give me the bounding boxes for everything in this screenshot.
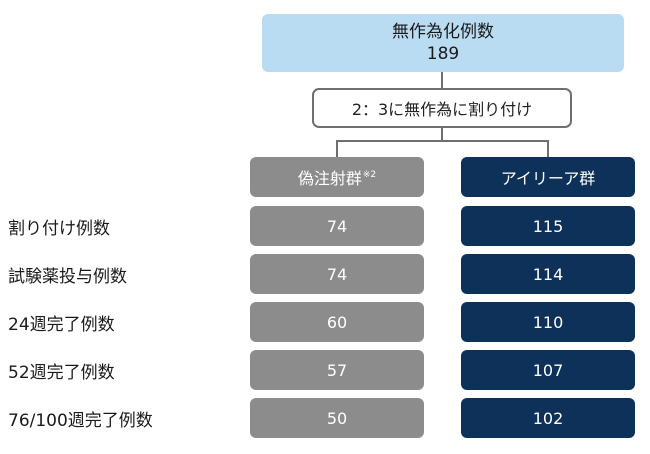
sham-randomized-value: 74 (250, 206, 424, 246)
sham-group-name: 偽注射群 (297, 169, 362, 188)
allocation-label: 2：3に無作為に割り付け (351, 100, 533, 119)
row-label-week24: 24週完了例数 (8, 314, 115, 335)
row-label-dosed: 試験薬投与例数 (8, 266, 127, 287)
eylea-week76-100-value: 102 (461, 398, 635, 438)
eylea-group-header: アイリーア群 (461, 157, 635, 197)
eylea-dosed-value: 114 (461, 254, 635, 294)
randomized-count: 189 (426, 44, 460, 64)
eylea-week24-value: 110 (461, 302, 635, 342)
sham-group-note: ※2 (362, 170, 377, 180)
allocation-box: 2：3に無作為に割り付け (312, 88, 572, 128)
connector-right-branch (547, 140, 549, 157)
sham-group-header: 偽注射群 ※2 (250, 157, 424, 197)
row-label-week76-100: 76/100週完了例数 (8, 410, 153, 431)
sham-week24-value: 60 (250, 302, 424, 342)
row-label-randomized: 割り付け例数 (8, 218, 110, 239)
connector-horizontal (336, 140, 549, 142)
eylea-week52-value: 107 (461, 350, 635, 390)
sham-dosed-value: 74 (250, 254, 424, 294)
randomized-count-box: 無作為化例数 189 (262, 14, 624, 72)
connector-top-to-ratio (441, 72, 443, 88)
randomized-title: 無作為化例数 (392, 22, 494, 42)
row-label-week52: 52週完了例数 (8, 362, 115, 383)
sham-week52-value: 57 (250, 350, 424, 390)
connector-left-branch (336, 140, 338, 157)
eylea-group-name: アイリーア群 (500, 169, 596, 188)
eylea-randomized-value: 115 (461, 206, 635, 246)
sham-week76-100-value: 50 (250, 398, 424, 438)
connector-ratio-down (441, 128, 443, 141)
